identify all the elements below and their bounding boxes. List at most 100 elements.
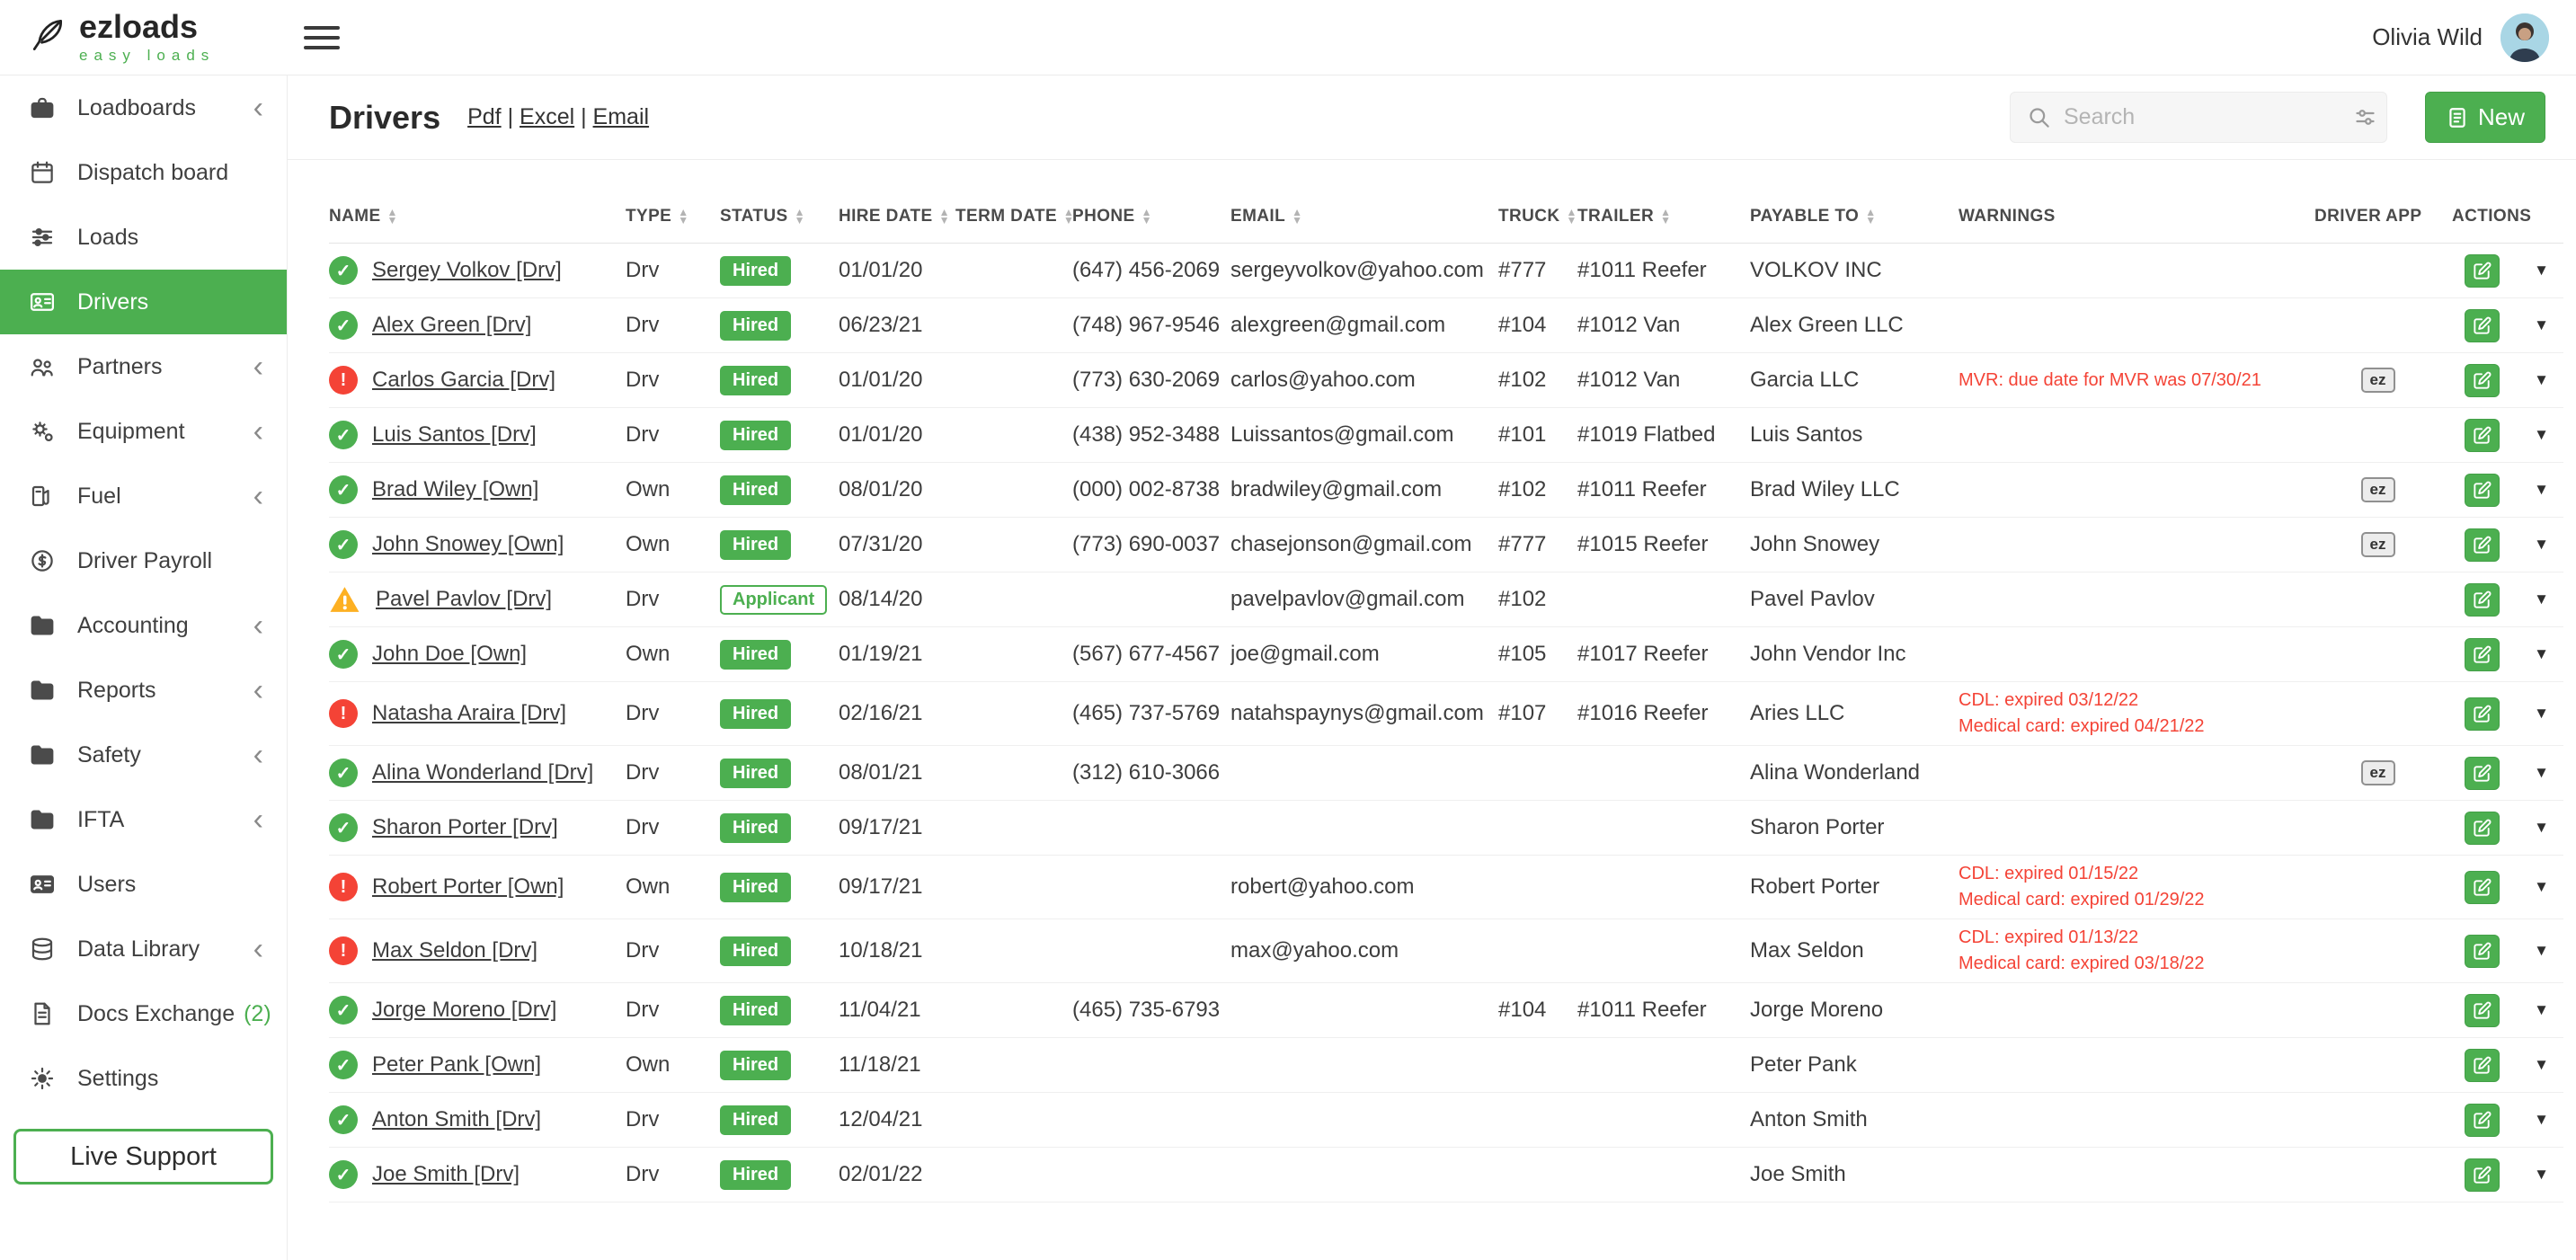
sort-icon[interactable]: ▲ ▼ xyxy=(1141,205,1152,226)
column-header-payable-to[interactable]: PAYABLE TO ▲ ▼ xyxy=(1750,207,1959,226)
driver-name-link[interactable]: John Doe [Own] xyxy=(372,642,528,666)
live-support-button[interactable]: Live Support xyxy=(13,1129,273,1185)
sidebar-item-equipment[interactable]: Equipment ‹ xyxy=(0,399,287,464)
column-header-phone[interactable]: PHONE ▲ ▼ xyxy=(1072,207,1230,226)
filter-icon[interactable] xyxy=(2353,105,2377,129)
edit-button[interactable] xyxy=(2465,363,2500,397)
sort-icon[interactable]: ▲ ▼ xyxy=(1292,205,1303,226)
sidebar-item-docs-exchange[interactable]: Docs Exchange (2) xyxy=(0,981,287,1046)
sidebar-item-fuel[interactable]: Fuel ‹ xyxy=(0,464,287,528)
avatar[interactable] xyxy=(2500,13,2549,62)
new-button[interactable]: New xyxy=(2424,92,2545,143)
row-menu-caret-icon[interactable]: ▼ xyxy=(2534,481,2549,498)
sort-icon[interactable]: ▲ ▼ xyxy=(1865,205,1877,226)
column-header-term-date[interactable]: TERM DATE ▲ ▼ xyxy=(955,205,1075,226)
sidebar-item-settings[interactable]: Settings xyxy=(0,1046,287,1111)
driver-name-link[interactable]: Peter Pank [Own] xyxy=(372,1052,542,1077)
column-header-email[interactable]: EMAIL ▲ ▼ xyxy=(1230,207,1498,226)
driver-name-link[interactable]: Joe Smith [Drv] xyxy=(372,1162,520,1186)
driver-name-link[interactable]: Pavel Pavlov [Drv] xyxy=(376,587,553,611)
sidebar-item-driver-payroll[interactable]: Driver Payroll xyxy=(0,528,287,593)
sidebar-item-reports[interactable]: Reports ‹ xyxy=(0,658,287,723)
page-header: Drivers Pdf | Excel | Email New xyxy=(288,75,2576,160)
row-menu-caret-icon[interactable]: ▼ xyxy=(2534,1056,2549,1073)
row-menu-caret-icon[interactable]: ▼ xyxy=(2534,426,2549,443)
sort-icon[interactable]: ▲ ▼ xyxy=(1566,205,1577,226)
sidebar-item-dispatch-board[interactable]: Dispatch board xyxy=(0,140,287,205)
row-menu-caret-icon[interactable]: ▼ xyxy=(2534,942,2549,959)
search-input[interactable] xyxy=(2063,104,2353,130)
driver-name-link[interactable]: Brad Wiley [Own] xyxy=(372,477,539,501)
row-menu-caret-icon[interactable]: ▼ xyxy=(2534,590,2549,608)
row-menu-caret-icon[interactable]: ▼ xyxy=(2534,764,2549,781)
edit-button[interactable] xyxy=(2465,934,2500,968)
driver-name-link[interactable]: Alina Wonderland [Drv] xyxy=(372,760,594,785)
row-menu-caret-icon[interactable]: ▼ xyxy=(2534,316,2549,333)
table-row: ✓ Sergey Volkov [Drv] Drv Hired 01/01/20… xyxy=(329,244,2563,298)
edit-button[interactable] xyxy=(2465,473,2500,507)
driver-name-link[interactable]: John Snowey [Own] xyxy=(372,532,564,556)
driver-name-link[interactable]: Robert Porter [Own] xyxy=(372,874,564,899)
row-menu-caret-icon[interactable]: ▼ xyxy=(2534,1111,2549,1128)
edit-button[interactable] xyxy=(2465,870,2500,904)
column-header-trailer[interactable]: TRAILER ▲ ▼ xyxy=(1577,207,1750,226)
row-menu-caret-icon[interactable]: ▼ xyxy=(2534,1166,2549,1183)
driver-name-link[interactable]: Max Seldon [Drv] xyxy=(372,938,538,963)
driver-name-link[interactable]: Alex Green [Drv] xyxy=(372,313,532,337)
driver-name-link[interactable]: Sharon Porter [Drv] xyxy=(372,815,558,839)
row-menu-caret-icon[interactable]: ▼ xyxy=(2534,262,2549,279)
sidebar-item-drivers[interactable]: Drivers xyxy=(0,270,287,334)
row-menu-caret-icon[interactable]: ▼ xyxy=(2534,536,2549,553)
edit-button[interactable] xyxy=(2465,1103,2500,1137)
driver-name-link[interactable]: Luis Santos [Drv] xyxy=(372,422,537,447)
sidebar-item-users[interactable]: Users xyxy=(0,852,287,917)
driver-app-cell: ez xyxy=(2314,477,2452,502)
edit-button[interactable] xyxy=(2465,253,2500,288)
edit-button[interactable] xyxy=(2465,993,2500,1027)
column-header-type[interactable]: TYPE ▲ ▼ xyxy=(626,207,720,226)
edit-button[interactable] xyxy=(2465,637,2500,671)
row-menu-caret-icon[interactable]: ▼ xyxy=(2534,1001,2549,1018)
edit-button[interactable] xyxy=(2465,528,2500,562)
export-link-email[interactable]: Email xyxy=(592,104,650,129)
sort-icon[interactable]: ▲ ▼ xyxy=(938,205,950,226)
edit-button[interactable] xyxy=(2465,756,2500,790)
row-menu-caret-icon[interactable]: ▼ xyxy=(2534,705,2549,722)
sidebar-item-ifta[interactable]: IFTA ‹ xyxy=(0,787,287,852)
sidebar-item-loadboards[interactable]: Loadboards ‹ xyxy=(0,75,287,140)
sort-icon[interactable]: ▲ ▼ xyxy=(794,205,805,226)
column-header-name[interactable]: NAME ▲ ▼ xyxy=(329,207,626,226)
column-header-truck[interactable]: TRUCK ▲ ▼ xyxy=(1498,207,1577,226)
driver-name-link[interactable]: Natasha Araira [Drv] xyxy=(372,701,567,725)
edit-button[interactable] xyxy=(2465,1158,2500,1192)
sort-icon[interactable]: ▲ ▼ xyxy=(386,205,398,226)
edit-button[interactable] xyxy=(2465,811,2500,845)
edit-button[interactable] xyxy=(2465,582,2500,617)
row-menu-caret-icon[interactable]: ▼ xyxy=(2534,878,2549,895)
sidebar-item-partners[interactable]: Partners ‹ xyxy=(0,334,287,399)
sidebar-item-accounting[interactable]: Accounting ‹ xyxy=(0,593,287,658)
row-menu-caret-icon[interactable]: ▼ xyxy=(2534,645,2549,662)
driver-name-link[interactable]: Carlos Garcia [Drv] xyxy=(372,368,556,392)
edit-button[interactable] xyxy=(2465,1048,2500,1082)
sidebar-item-safety[interactable]: Safety ‹ xyxy=(0,723,287,787)
sort-icon[interactable]: ▲ ▼ xyxy=(1063,205,1075,226)
menu-icon[interactable] xyxy=(304,20,340,56)
column-header-hire-date[interactable]: HIRE DATE ▲ ▼ xyxy=(839,207,955,226)
logo[interactable]: ezloads easy loads xyxy=(0,10,288,65)
driver-name-link[interactable]: Anton Smith [Drv] xyxy=(372,1107,542,1131)
export-link-excel[interactable]: Excel xyxy=(520,104,575,129)
export-link-pdf[interactable]: Pdf xyxy=(467,104,502,129)
row-menu-caret-icon[interactable]: ▼ xyxy=(2534,371,2549,388)
edit-button[interactable] xyxy=(2465,418,2500,452)
sort-icon[interactable]: ▲ ▼ xyxy=(678,205,689,226)
edit-button[interactable] xyxy=(2465,697,2500,731)
sidebar-item-data-library[interactable]: Data Library ‹ xyxy=(0,917,287,981)
row-menu-caret-icon[interactable]: ▼ xyxy=(2534,819,2549,836)
driver-name-link[interactable]: Jorge Moreno [Drv] xyxy=(372,998,557,1022)
driver-name-link[interactable]: Sergey Volkov [Drv] xyxy=(372,258,562,282)
sidebar-item-loads[interactable]: Loads xyxy=(0,205,287,270)
column-header-status[interactable]: STATUS ▲ ▼ xyxy=(720,207,839,226)
sort-icon[interactable]: ▲ ▼ xyxy=(1660,205,1672,226)
edit-button[interactable] xyxy=(2465,308,2500,342)
